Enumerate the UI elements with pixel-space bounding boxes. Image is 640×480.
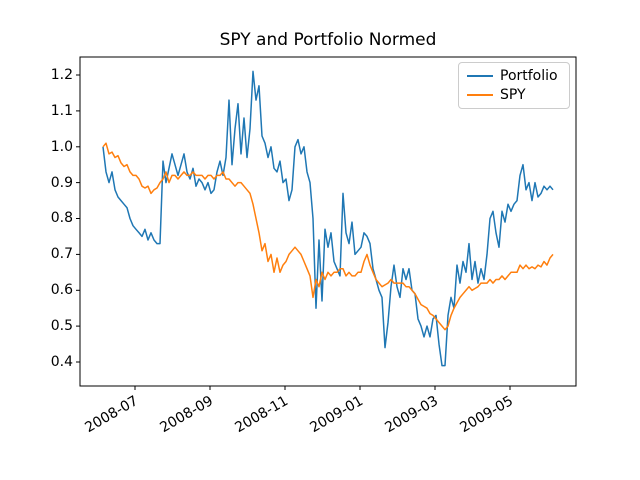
y-tick-label: 0.6	[50, 282, 73, 298]
legend: Portfolio SPY	[458, 62, 570, 109]
y-tick-label: 0.4	[50, 354, 73, 370]
legend-item-spy: SPY	[467, 87, 561, 103]
y-tick-label: 1.0	[50, 139, 73, 155]
chart-title: SPY and Portfolio Normed	[219, 30, 437, 50]
legend-label-spy: SPY	[500, 87, 526, 103]
portfolio-line-sample-icon	[467, 75, 493, 77]
series-line-portfolio	[102, 70, 554, 367]
y-tick-label: 0.7	[50, 246, 73, 262]
legend-label-portfolio: Portfolio	[500, 68, 558, 84]
y-tick-label: 1.2	[50, 67, 73, 83]
plot-border	[79, 56, 577, 387]
y-tick-label: 0.5	[50, 318, 73, 334]
y-tick-label: 0.8	[50, 210, 73, 226]
legend-item-portfolio: Portfolio	[467, 68, 561, 84]
y-tick-label: 1.1	[50, 103, 73, 119]
series-line-spy	[102, 142, 554, 331]
y-tick-label: 0.9	[50, 175, 73, 191]
spy-line-sample-icon	[467, 94, 493, 96]
